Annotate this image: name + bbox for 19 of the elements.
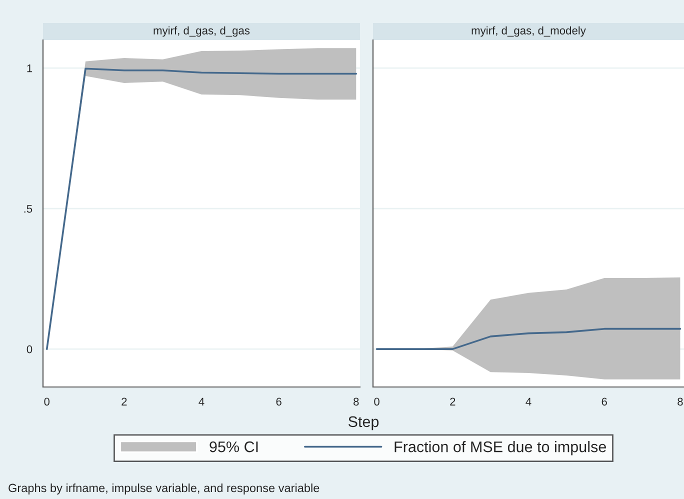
x-tick-label: 2 xyxy=(450,398,456,406)
x-tick-label: 0 xyxy=(374,398,380,406)
x-tick-label: 4 xyxy=(198,398,204,406)
x-tick-label: 8 xyxy=(354,398,359,406)
text: Graphs by irfname, impulse variable, and response variable xyxy=(8,483,320,495)
x-tick-label: 6 xyxy=(602,398,607,406)
chart-title: myirf, d_gas, d_modely xyxy=(472,26,586,37)
x-axis-title: Step xyxy=(348,416,379,430)
legend-label: Fraction of MSE due to impulse xyxy=(394,441,606,456)
y-tick-label: 1 xyxy=(27,64,32,72)
x-tick-label: 6 xyxy=(276,398,282,406)
y-tick-label: .5 xyxy=(24,204,32,213)
y-tick-label: 0 xyxy=(26,345,32,354)
text: 95% CI xyxy=(210,441,258,452)
x-tick-label: 4 xyxy=(526,398,532,406)
x-tick-label: 0 xyxy=(44,398,50,406)
x-tick-label: 8 xyxy=(678,398,683,406)
chart-title: myirf, d_gas, d_gas xyxy=(154,26,250,37)
x-tick-label: 2 xyxy=(122,398,127,406)
